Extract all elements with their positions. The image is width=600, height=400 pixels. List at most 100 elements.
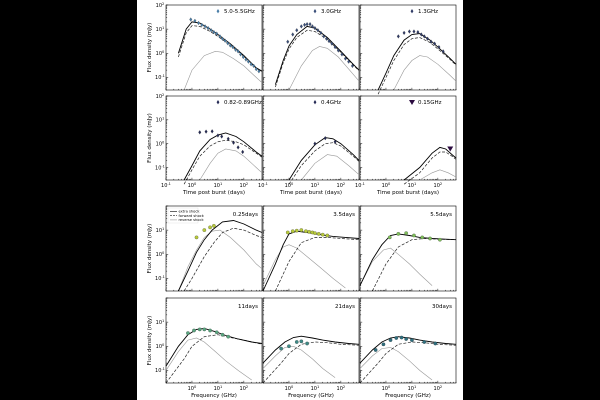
model-total-line — [183, 132, 263, 181]
x-axis-label: Frequency (GHz) — [288, 393, 334, 399]
data-point — [226, 334, 231, 339]
data-point — [244, 57, 248, 62]
data-point — [325, 36, 328, 41]
data-point — [429, 39, 433, 44]
x-tick-label: 102 — [337, 385, 346, 392]
data-point — [216, 133, 220, 138]
data-point — [420, 235, 425, 240]
model-reverse-line — [359, 247, 433, 286]
data-point — [396, 34, 400, 39]
data-point — [426, 36, 429, 41]
data-point — [304, 229, 308, 234]
x-tick-label: 101 — [408, 182, 417, 189]
model-reverse-line — [183, 50, 263, 91]
x-tick-label: 101 — [408, 385, 417, 392]
data-point — [186, 331, 190, 335]
panel-frame — [165, 297, 263, 384]
data-point — [286, 39, 290, 44]
data-point — [322, 34, 326, 39]
panel-frame — [359, 297, 457, 384]
data-point — [316, 232, 321, 236]
panel-frame — [359, 4, 457, 91]
data-point — [387, 235, 392, 240]
data-point — [212, 224, 216, 228]
data-point — [330, 41, 334, 46]
panel-label: 21days — [335, 304, 355, 310]
data-point — [234, 47, 238, 52]
data-point — [305, 341, 309, 346]
panel-lightcurves-1: 5.0-5.5GHz 10-1 100 101 102 Flux density (mJy… — [147, 2, 263, 91]
data-point — [351, 63, 354, 68]
data-point — [396, 232, 401, 236]
data-point — [220, 332, 225, 337]
data-point — [305, 22, 309, 27]
model-reverse-line — [262, 244, 346, 289]
data-point — [287, 344, 291, 349]
model-forward-line — [183, 227, 263, 292]
data-point — [206, 26, 210, 31]
legend-label: forward shock — [179, 214, 205, 218]
model-reverse-line — [288, 46, 360, 91]
data-point — [202, 327, 207, 332]
x-tick-label: 101 — [214, 385, 223, 392]
y-tick-label: 10-1 — [155, 275, 165, 282]
x-tick-label: 100 — [382, 385, 391, 392]
data-point — [340, 52, 344, 57]
data-point — [294, 228, 299, 233]
data-point — [279, 346, 283, 351]
y-tick-label: 101 — [156, 117, 165, 124]
data-point — [422, 340, 427, 344]
x-tick-label: 100 — [285, 385, 294, 392]
panel-lightcurves-4: 0.82-0.89GHz 10-1 100 101 102 Flux density (m… — [147, 93, 263, 196]
legend-marker — [216, 100, 220, 105]
data-point — [218, 34, 222, 39]
x-axis-label: Time post burst (days) — [182, 190, 245, 196]
model-total-line — [262, 335, 360, 364]
data-point — [226, 136, 230, 141]
y-tick-label: 10-1 — [155, 74, 165, 81]
y-axis-label: Flux density (mJy) — [147, 23, 153, 73]
model-reverse-line — [393, 55, 457, 91]
x-tick-label: 102 — [434, 182, 443, 189]
data-point — [412, 29, 416, 34]
x-tick-label: 10-1 — [258, 182, 268, 189]
data-point — [193, 18, 197, 23]
data-point — [402, 30, 406, 35]
data-point — [307, 230, 311, 234]
panel-label: 11days — [238, 304, 258, 310]
x-tick-label: 102 — [337, 182, 346, 189]
y-tick-label: 100 — [156, 50, 165, 57]
panel-label: 3.5days — [333, 212, 355, 218]
y-tick-label: 101 — [156, 26, 165, 33]
panel-label: 5.5days — [430, 212, 452, 218]
data-point — [381, 342, 386, 347]
data-point — [210, 129, 214, 134]
model-forward-line — [275, 237, 360, 292]
data-point — [226, 41, 230, 46]
data-point — [299, 24, 303, 29]
data-point — [428, 236, 432, 241]
model-total-line — [403, 146, 457, 181]
figure-page: 5.0-5.5GHz 10-1 100 101 102 Flux density (mJy… — [137, 0, 463, 400]
data-point — [394, 336, 399, 340]
y-tick-label: 100 — [156, 251, 165, 258]
panel-spectra-2: 3.5days — [262, 205, 360, 292]
x-tick-label: 101 — [311, 182, 320, 189]
panel-label: 0.25days — [233, 212, 258, 218]
panel-spectra-3: 5.5days — [359, 205, 457, 292]
panel-frame — [262, 297, 360, 384]
x-tick-label: 102 — [240, 385, 249, 392]
model-total-line — [377, 33, 457, 91]
data-point — [308, 22, 312, 27]
y-axis-label: Flux density (mJy) — [147, 113, 153, 163]
x-tick-label: 100 — [188, 385, 197, 392]
panel-label: 3.0GHz — [321, 9, 341, 15]
y-tick-label: 102 — [156, 2, 165, 9]
y-tick-label: 101 — [156, 319, 165, 326]
data-point — [208, 328, 212, 333]
x-axis-label: Time post burst (days) — [279, 190, 342, 196]
data-point — [336, 48, 340, 53]
data-point — [299, 339, 304, 344]
data-point — [202, 228, 207, 232]
